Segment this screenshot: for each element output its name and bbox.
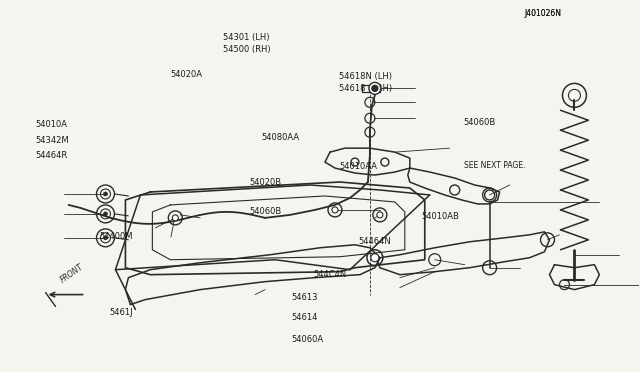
Text: FRONT: FRONT (59, 262, 85, 285)
Text: 54500 (RH): 54500 (RH) (223, 45, 271, 54)
Circle shape (332, 207, 338, 213)
Text: 54020B: 54020B (250, 178, 282, 187)
Circle shape (104, 192, 108, 196)
Text: 54020A: 54020A (170, 70, 202, 78)
Text: 54614: 54614 (291, 313, 317, 322)
Text: 54613: 54613 (291, 293, 318, 302)
Circle shape (172, 215, 179, 221)
Text: 54618   (RH): 54618 (RH) (339, 84, 392, 93)
Text: 54010AB: 54010AB (421, 212, 459, 221)
Text: 54060B: 54060B (250, 207, 282, 216)
Text: J401026N: J401026N (524, 9, 561, 18)
Text: SEE NEXT PAGE.: SEE NEXT PAGE. (464, 161, 525, 170)
Text: 544C4N: 544C4N (314, 270, 347, 279)
Text: 54010A: 54010A (36, 121, 68, 129)
Text: 54400M: 54400M (100, 231, 133, 241)
Text: 54464R: 54464R (36, 151, 68, 160)
Text: J401026N: J401026N (524, 9, 561, 18)
Circle shape (371, 254, 379, 262)
Text: 54060B: 54060B (464, 118, 496, 127)
Circle shape (372, 86, 378, 92)
Text: 54618N (LH): 54618N (LH) (339, 72, 392, 81)
Circle shape (369, 82, 381, 94)
Text: 5461J: 5461J (109, 308, 133, 317)
Text: 54464N: 54464N (358, 237, 391, 246)
Circle shape (377, 212, 383, 218)
Text: 54301 (LH): 54301 (LH) (223, 33, 269, 42)
Text: 54342M: 54342M (36, 136, 70, 145)
Circle shape (104, 236, 108, 240)
Text: 54080AA: 54080AA (261, 132, 300, 142)
Circle shape (104, 212, 108, 216)
Text: 54010AA: 54010AA (339, 162, 377, 171)
Text: 54060A: 54060A (291, 335, 323, 344)
